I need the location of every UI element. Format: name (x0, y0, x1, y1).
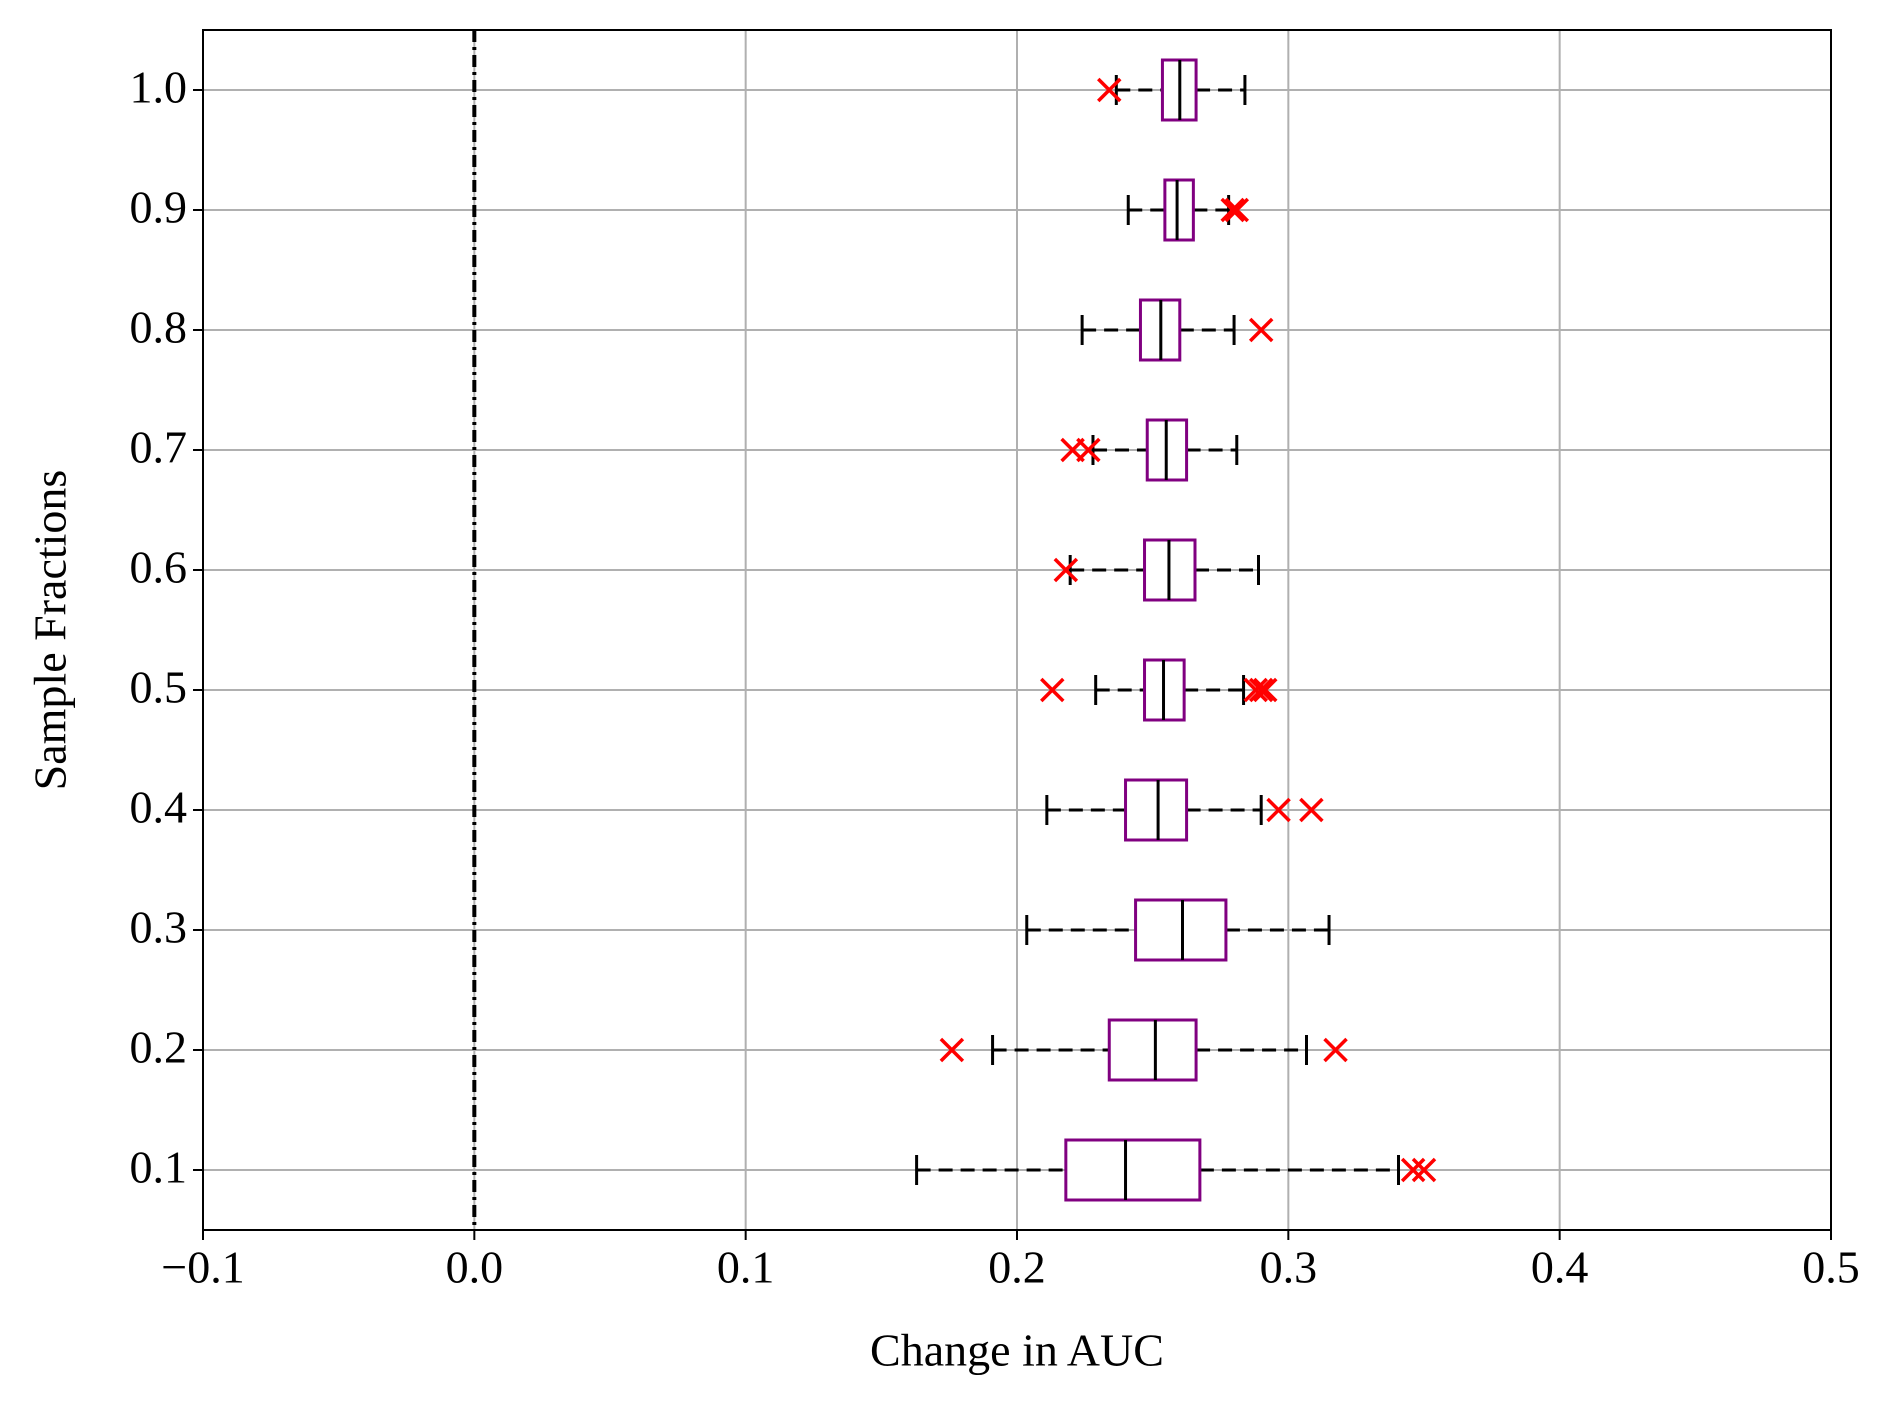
y-tick-label: 0.8 (130, 302, 188, 353)
y-tick-label: 0.5 (130, 662, 188, 713)
x-tick-label: 0.2 (988, 1242, 1046, 1293)
flier (1266, 797, 1291, 823)
x-tick-label: −0.1 (161, 1242, 244, 1293)
flier (1224, 197, 1250, 223)
flier (939, 1037, 965, 1063)
flier (1323, 1037, 1348, 1063)
flier (1400, 1157, 1426, 1183)
y-tick-label: 0.3 (130, 902, 188, 953)
x-tick-label: 0.4 (1531, 1242, 1589, 1293)
flier (1299, 797, 1324, 823)
flier (1411, 1157, 1437, 1183)
y-tick-label: 0.7 (130, 422, 188, 473)
x-tick-label: 0.0 (446, 1242, 504, 1293)
box (1124, 778, 1189, 842)
flier (1053, 557, 1079, 583)
box (1134, 898, 1228, 962)
y-tick-label: 0.2 (130, 1022, 188, 1073)
box (1107, 1018, 1198, 1082)
y-tick-label: 1.0 (130, 62, 188, 113)
y-tick-label: 0.9 (130, 182, 188, 233)
y-tick-label: 0.6 (130, 542, 188, 593)
x-tick-label: 0.3 (1260, 1242, 1318, 1293)
flier (1253, 677, 1278, 703)
flier (1248, 317, 1274, 343)
x-tick-label: 0.1 (717, 1242, 775, 1293)
flier (1076, 437, 1101, 463)
y-tick-label: 0.4 (130, 782, 188, 833)
flier (1248, 677, 1274, 703)
plot-frame (202, 29, 1832, 1231)
box (1064, 1138, 1202, 1202)
flier (1040, 677, 1065, 703)
flier (1243, 677, 1269, 703)
flier (1097, 77, 1122, 103)
x-axis-label: Change in AUC (870, 1325, 1164, 1376)
y-axis-label: Sample Fractions (25, 470, 76, 791)
x-tick-label: 0.5 (1802, 1242, 1860, 1293)
box (1163, 178, 1195, 242)
flier (1220, 197, 1245, 223)
y-tick-label: 0.1 (130, 1142, 188, 1193)
